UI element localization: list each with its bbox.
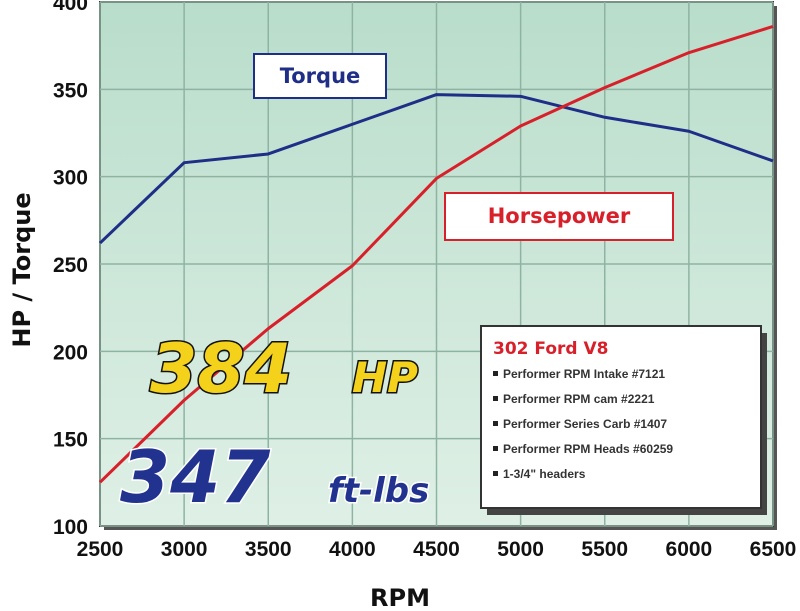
torque-annotation: 347 ft-lbs (119, 434, 431, 521)
engine-info-item: Performer RPM Heads #60259 (503, 442, 673, 456)
bullet-icon (493, 446, 498, 451)
y-tick-label: 300 (53, 167, 88, 190)
horsepower-label-box (444, 192, 674, 241)
x-tick-label: 5000 (497, 538, 544, 561)
grid (99, 1, 774, 527)
hp-value: 384 (150, 330, 292, 409)
y-tick-label: 100 (53, 516, 88, 539)
x-tick-label: 4000 (329, 538, 376, 561)
x-tick-label: 6500 (750, 538, 797, 561)
y-axis-label: HP / Torque (8, 192, 36, 347)
bullet-icon (493, 471, 498, 476)
bullet-icon (493, 396, 498, 401)
engine-info-item: Performer RPM Intake #7121 (503, 367, 665, 381)
horsepower-legend-label: Horsepower (488, 204, 631, 228)
x-tick-label: 4500 (413, 538, 460, 561)
engine-title: 302 Ford V8 (493, 339, 608, 359)
torque-label-box (253, 53, 387, 99)
engine-info-item: 1-3/4" headers (503, 467, 586, 481)
y-tick-label: 250 (53, 254, 88, 277)
engine-info-item: Performer Series Carb #1407 (503, 417, 667, 431)
torque-value: 347 (120, 435, 270, 519)
torque-unit: ft-lbs (328, 471, 429, 511)
x-tick-label: 3500 (245, 538, 292, 561)
x-tick-label: 6000 (666, 538, 713, 561)
hp-annotation: 384 HP (149, 329, 420, 411)
bullet-icon (493, 371, 498, 376)
bullet-icon (493, 421, 498, 426)
y-tick-label: 350 (53, 79, 88, 102)
torque-line (98, 93, 774, 245)
y-tick-label: 200 (53, 341, 88, 364)
x-tick-label: 3000 (161, 538, 208, 561)
horsepower-line (98, 25, 774, 484)
engine-info-box: 302 Ford V8 Performer RPM Intake #7121 Pe… (480, 325, 767, 515)
y-tick-label: 150 (53, 429, 88, 452)
x-axis-label: RPM (370, 584, 430, 611)
hp-unit: HP (352, 353, 418, 402)
x-tick-label: 5500 (581, 538, 628, 561)
engine-info-item: Performer RPM cam #2221 (503, 392, 655, 406)
x-tick-label: 2500 (77, 538, 124, 561)
y-tick-label: 400 (53, 0, 88, 15)
torque-legend-label: Torque (280, 64, 361, 88)
